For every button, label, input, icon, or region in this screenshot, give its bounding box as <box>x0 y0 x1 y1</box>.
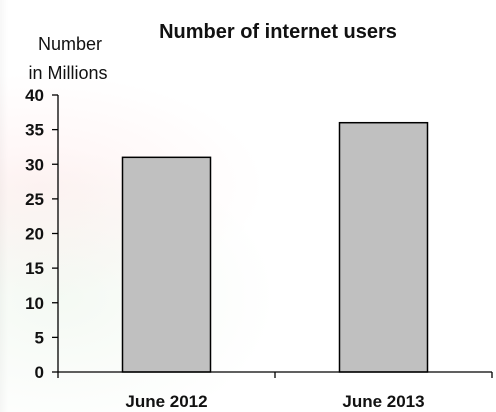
y-tick-label: 0 <box>35 363 44 382</box>
bar-june-2012 <box>121 156 212 373</box>
x-category-label: June 2013 <box>342 392 424 411</box>
y-tick-label: 5 <box>35 328 44 347</box>
chart-title: Number of internet users <box>159 21 397 43</box>
bar-june-2013 <box>338 121 429 373</box>
y-tick-label: 25 <box>25 190 44 209</box>
y-tick-label: 35 <box>25 121 44 140</box>
y-tick-label: 40 <box>25 86 44 105</box>
y-tick-label: 10 <box>25 294 44 313</box>
y-tick-label: 15 <box>25 259 44 278</box>
x-category-label: June 2012 <box>125 392 207 411</box>
y-tick-label: 20 <box>25 225 44 244</box>
y-axis-label-line-1: Number <box>38 34 102 54</box>
chart-marks: 0 5 10 15 20 25 30 35 40 June 2012 June 2013 <box>25 86 493 411</box>
y-axis-label-line-2: in Millions <box>28 63 107 83</box>
y-tick-label: 30 <box>25 155 44 174</box>
